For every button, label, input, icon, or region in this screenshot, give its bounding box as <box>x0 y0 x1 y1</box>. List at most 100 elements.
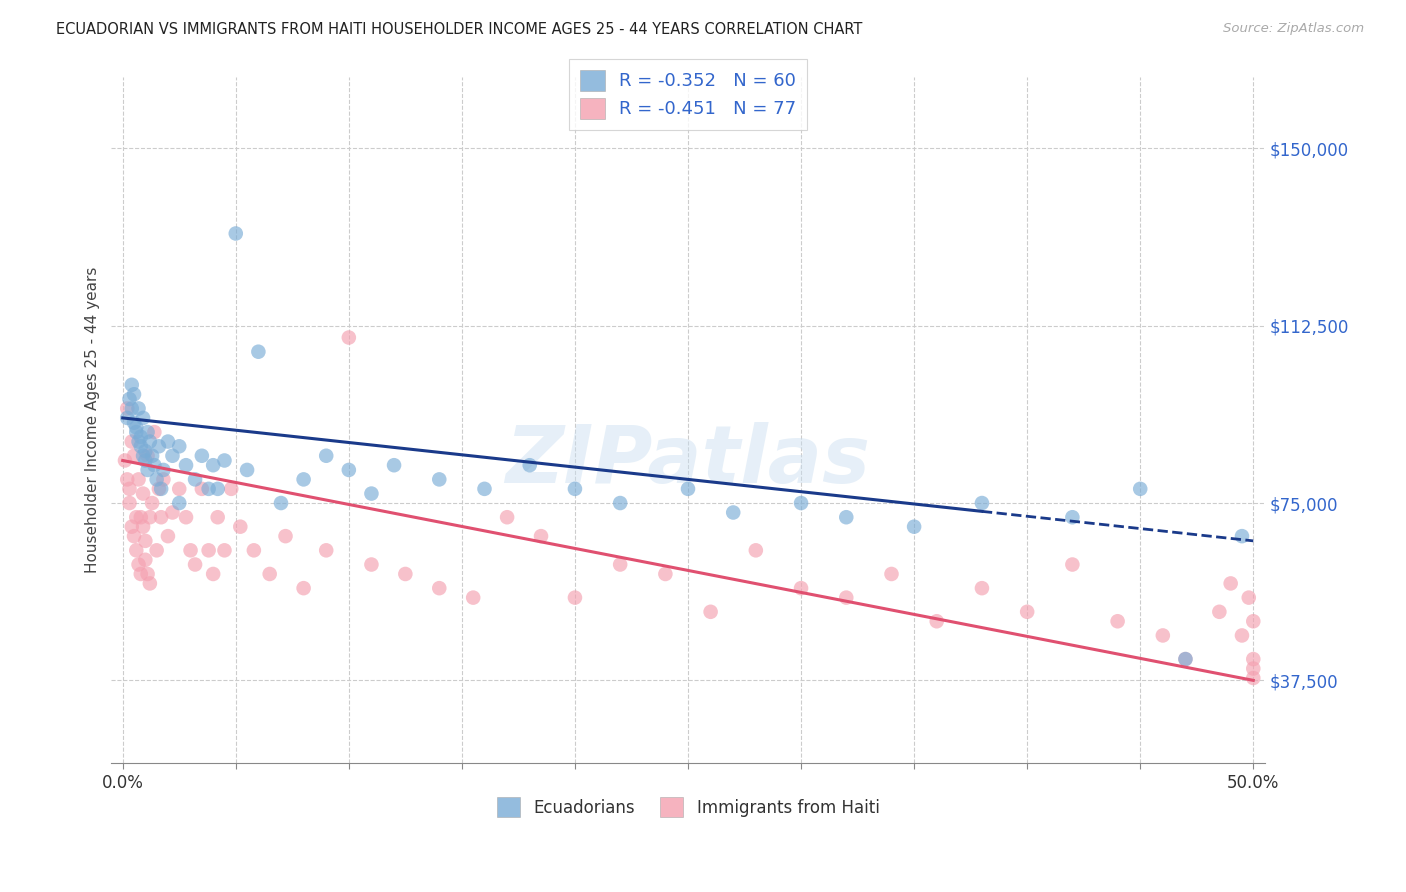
Point <box>152 472 174 486</box>
Point <box>132 519 155 533</box>
Point <box>564 482 586 496</box>
Point <box>145 472 167 486</box>
Point <box>243 543 266 558</box>
Point <box>129 510 152 524</box>
Point <box>970 496 993 510</box>
Point <box>654 566 676 581</box>
Point <box>128 434 150 449</box>
Point <box>114 453 136 467</box>
Point <box>292 581 315 595</box>
Point <box>1017 605 1039 619</box>
Point <box>259 566 281 581</box>
Point <box>1219 576 1241 591</box>
Point <box>118 496 141 510</box>
Point <box>1230 529 1253 543</box>
Point <box>721 506 744 520</box>
Point <box>1230 628 1253 642</box>
Point <box>207 510 229 524</box>
Point <box>790 496 813 510</box>
Point <box>122 387 145 401</box>
Point <box>609 558 631 572</box>
Point <box>125 510 148 524</box>
Point <box>136 463 159 477</box>
Point <box>427 581 450 595</box>
Point <box>136 425 159 439</box>
Point <box>180 543 202 558</box>
Point <box>152 463 174 477</box>
Point <box>270 496 292 510</box>
Point <box>139 510 162 524</box>
Point <box>125 425 148 439</box>
Point <box>292 472 315 486</box>
Point <box>1241 614 1264 628</box>
Point <box>150 482 173 496</box>
Point <box>191 482 214 496</box>
Point <box>167 496 190 510</box>
Point <box>122 529 145 543</box>
Point <box>125 543 148 558</box>
Point <box>197 543 219 558</box>
Point <box>141 496 163 510</box>
Point <box>121 377 143 392</box>
Point <box>150 510 173 524</box>
Point <box>156 434 179 449</box>
Point <box>970 581 993 595</box>
Point <box>1241 652 1264 666</box>
Point <box>394 566 416 581</box>
Point <box>118 392 141 406</box>
Point <box>202 458 225 473</box>
Point <box>1062 510 1084 524</box>
Point <box>202 566 225 581</box>
Point <box>315 543 337 558</box>
Point <box>174 458 197 473</box>
Point <box>143 425 166 439</box>
Point <box>148 482 170 496</box>
Point <box>156 529 179 543</box>
Point <box>219 482 242 496</box>
Point <box>115 401 138 416</box>
Point <box>143 458 166 473</box>
Point <box>236 463 259 477</box>
Point <box>699 605 721 619</box>
Point <box>337 330 360 344</box>
Point <box>609 496 631 510</box>
Point <box>207 482 229 496</box>
Point <box>225 227 247 241</box>
Point <box>134 553 156 567</box>
Point <box>463 591 485 605</box>
Point <box>880 566 903 581</box>
Text: ECUADORIAN VS IMMIGRANTS FROM HAITI HOUSEHOLDER INCOME AGES 25 - 44 YEARS CORREL: ECUADORIAN VS IMMIGRANTS FROM HAITI HOUS… <box>56 22 863 37</box>
Point <box>676 482 699 496</box>
Point <box>115 472 138 486</box>
Point <box>128 558 150 572</box>
Point <box>132 411 155 425</box>
Point <box>136 566 159 581</box>
Point <box>1174 652 1197 666</box>
Text: Source: ZipAtlas.com: Source: ZipAtlas.com <box>1223 22 1364 36</box>
Point <box>360 486 382 500</box>
Point <box>121 519 143 533</box>
Point <box>925 614 948 628</box>
Point <box>519 458 541 473</box>
Point <box>903 519 925 533</box>
Point <box>1152 628 1174 642</box>
Point <box>197 482 219 496</box>
Point <box>132 486 155 500</box>
Point <box>128 472 150 486</box>
Point <box>115 411 138 425</box>
Point <box>122 449 145 463</box>
Point <box>214 543 236 558</box>
Point <box>427 472 450 486</box>
Point <box>128 401 150 416</box>
Point <box>125 420 148 434</box>
Point <box>790 581 813 595</box>
Point <box>337 463 360 477</box>
Point <box>1237 591 1260 605</box>
Point <box>1241 661 1264 675</box>
Point <box>496 510 519 524</box>
Point <box>315 449 337 463</box>
Point <box>530 529 553 543</box>
Point <box>122 416 145 430</box>
Point <box>1107 614 1129 628</box>
Point <box>564 591 586 605</box>
